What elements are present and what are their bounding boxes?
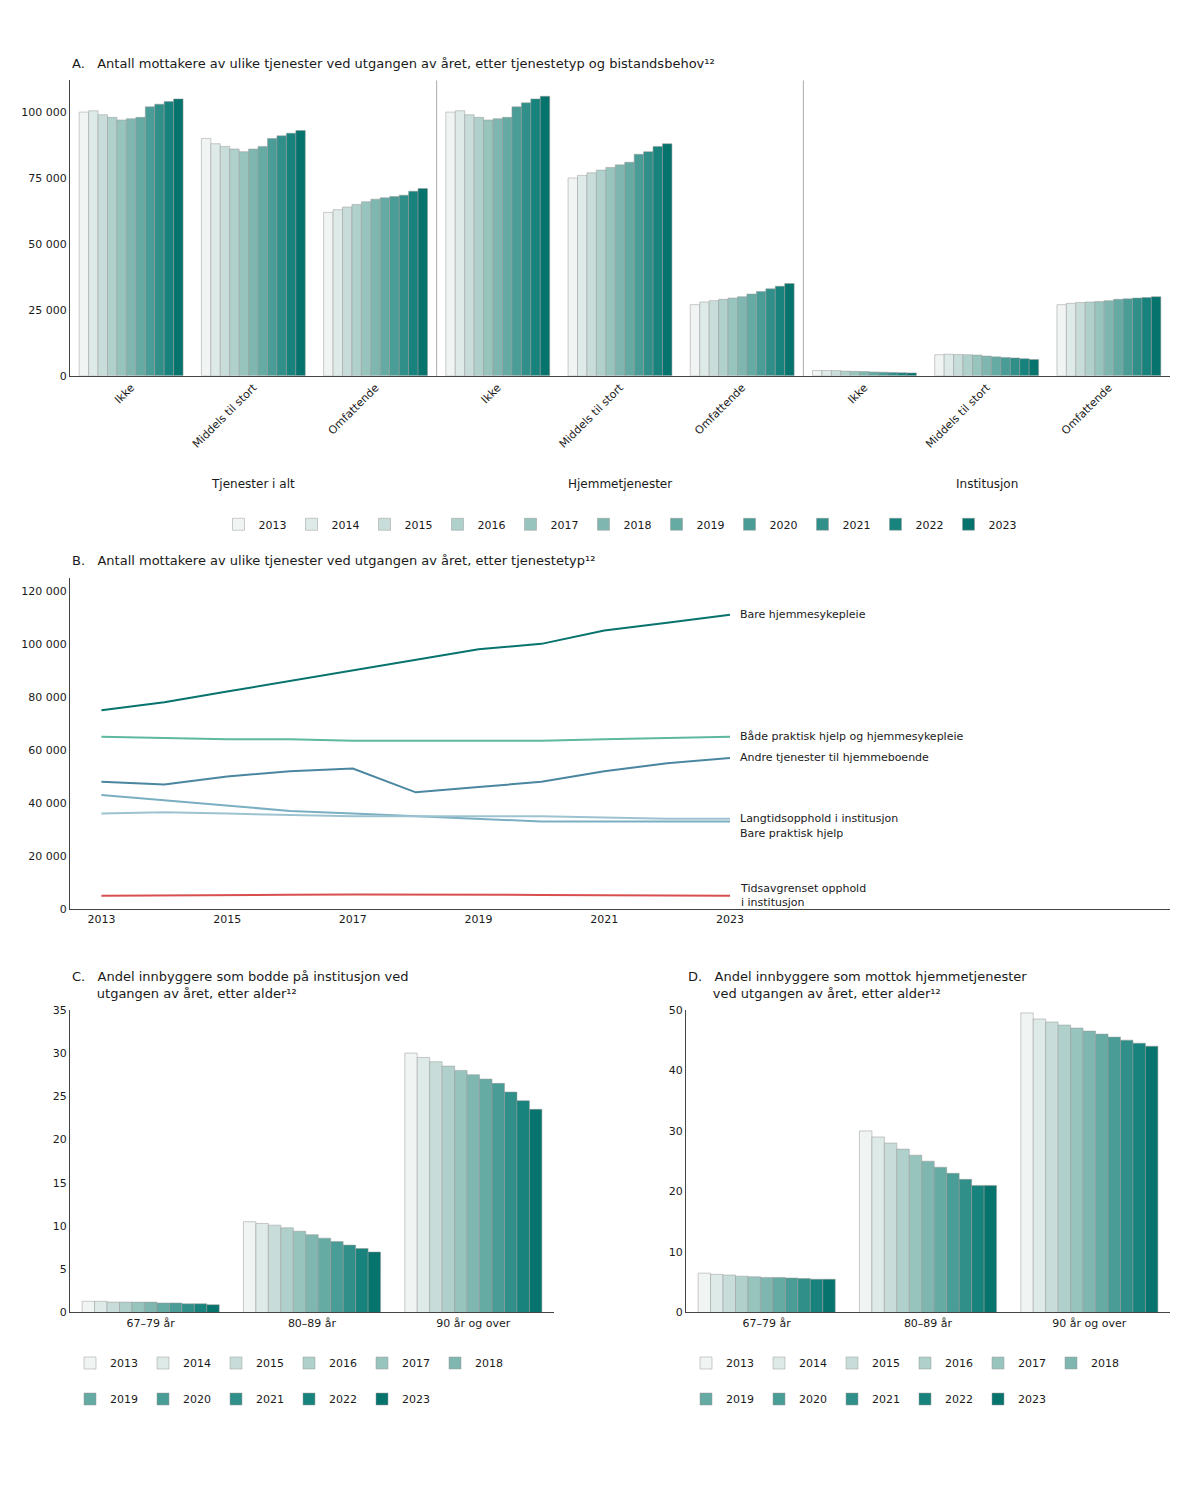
svg-text:25: 25	[53, 1090, 67, 1103]
svg-text:Institusjon: Institusjon	[956, 477, 1018, 491]
svg-text:5: 5	[60, 1263, 67, 1276]
svg-text:2023: 2023	[402, 1393, 430, 1406]
svg-text:2014: 2014	[799, 1357, 827, 1370]
svg-text:2013: 2013	[87, 913, 115, 926]
svg-text:2023: 2023	[989, 519, 1017, 532]
svg-text:2022: 2022	[329, 1393, 357, 1406]
svg-text:120 000: 120 000	[21, 585, 67, 598]
svg-text:75 000: 75 000	[28, 172, 67, 185]
svg-text:2019: 2019	[726, 1393, 754, 1406]
svg-text:2016: 2016	[478, 519, 506, 532]
svg-text:A. Antall mottakere av ulike: A. Antall mottakere av ulike tjenester v…	[72, 56, 715, 71]
svg-text:50: 50	[669, 1004, 683, 1017]
svg-text:30: 30	[53, 1047, 67, 1060]
svg-text:Ikke: Ikke	[845, 381, 870, 406]
svg-text:80–89 år: 80–89 år	[288, 1317, 337, 1330]
svg-text:2016: 2016	[329, 1357, 357, 1370]
svg-text:Omfattende: Omfattende	[692, 381, 748, 437]
svg-text:2015: 2015	[256, 1357, 284, 1370]
svg-text:2017: 2017	[402, 1357, 430, 1370]
svg-text:2015: 2015	[213, 913, 241, 926]
svg-text:2018: 2018	[1091, 1357, 1119, 1370]
svg-text:2022: 2022	[945, 1393, 973, 1406]
svg-text:D. Andel innbyggere som mott: D. Andel innbyggere som mottok hjemmetje…	[688, 969, 1027, 1001]
svg-text:2018: 2018	[475, 1357, 503, 1370]
svg-text:25 000: 25 000	[28, 304, 67, 317]
svg-text:2017: 2017	[1018, 1357, 1046, 1370]
svg-text:10: 10	[669, 1246, 683, 1259]
svg-text:90 år og over: 90 år og over	[436, 1317, 510, 1330]
svg-text:80 000: 80 000	[28, 691, 67, 704]
svg-text:2020: 2020	[183, 1393, 211, 1406]
svg-text:Både praktisk hjelp og hjemmes: Både praktisk hjelp og hjemmesykepleie	[740, 730, 963, 743]
svg-text:2014: 2014	[183, 1357, 211, 1370]
svg-text:80–89 år: 80–89 år	[904, 1317, 953, 1330]
svg-text:2021: 2021	[590, 913, 618, 926]
svg-text:2017: 2017	[551, 519, 579, 532]
svg-text:2013: 2013	[110, 1357, 138, 1370]
svg-text:60 000: 60 000	[28, 744, 67, 757]
svg-text:0: 0	[60, 903, 67, 916]
svg-text:Andre tjenester til hjemmeboen: Andre tjenester til hjemmeboende	[740, 751, 929, 764]
svg-text:67–79 år: 67–79 år	[743, 1317, 792, 1330]
svg-text:100 000: 100 000	[21, 106, 67, 119]
svg-text:0: 0	[676, 1306, 683, 1319]
svg-text:2019: 2019	[465, 913, 493, 926]
svg-text:2020: 2020	[770, 519, 798, 532]
svg-text:67–79 år: 67–79 år	[127, 1317, 176, 1330]
svg-text:Langtidsopphold i institusjon: Langtidsopphold i institusjon	[740, 812, 898, 825]
svg-text:Omfattende: Omfattende	[1059, 381, 1115, 437]
svg-text:2017: 2017	[339, 913, 367, 926]
svg-text:40 000: 40 000	[28, 797, 67, 810]
svg-text:50 000: 50 000	[28, 238, 67, 251]
svg-text:C. Andel innbyggere som bodd: C. Andel innbyggere som bodde på institu…	[72, 969, 409, 1001]
svg-text:30: 30	[669, 1125, 683, 1138]
svg-text:Hjemmetjenester: Hjemmetjenester	[568, 477, 672, 491]
svg-text:0: 0	[60, 1306, 67, 1319]
svg-text:35: 35	[53, 1004, 67, 1017]
svg-text:Ikke: Ikke	[479, 381, 504, 406]
svg-text:2019: 2019	[697, 519, 725, 532]
svg-text:2021: 2021	[843, 519, 871, 532]
svg-text:90 år og over: 90 år og over	[1052, 1317, 1126, 1330]
svg-text:40: 40	[669, 1064, 683, 1077]
svg-text:2023: 2023	[1018, 1393, 1046, 1406]
svg-text:10: 10	[53, 1220, 67, 1233]
svg-text:100 000: 100 000	[21, 638, 67, 651]
svg-text:Middels til stort: Middels til stort	[923, 381, 993, 451]
svg-text:20: 20	[53, 1133, 67, 1146]
svg-text:0: 0	[60, 370, 67, 383]
svg-text:Bare praktisk hjelp: Bare praktisk hjelp	[740, 827, 843, 840]
svg-text:2019: 2019	[110, 1393, 138, 1406]
svg-text:2021: 2021	[872, 1393, 900, 1406]
svg-text:2023: 2023	[716, 913, 744, 926]
svg-text:2018: 2018	[624, 519, 652, 532]
svg-text:20: 20	[669, 1185, 683, 1198]
svg-text:Tjenester i alt: Tjenester i alt	[211, 477, 295, 491]
svg-text:2013: 2013	[726, 1357, 754, 1370]
svg-text:Omfattende: Omfattende	[326, 381, 382, 437]
svg-text:2013: 2013	[259, 519, 287, 532]
svg-text:2015: 2015	[405, 519, 433, 532]
svg-text:2016: 2016	[945, 1357, 973, 1370]
svg-text:2022: 2022	[916, 519, 944, 532]
svg-text:20 000: 20 000	[28, 850, 67, 863]
svg-text:Ikke: Ikke	[112, 381, 137, 406]
svg-text:Middels til stort: Middels til stort	[557, 381, 627, 451]
svg-text:B. Antall mottakere av ulike: B. Antall mottakere av ulike tjenester v…	[72, 553, 595, 568]
svg-text:2014: 2014	[332, 519, 360, 532]
svg-text:Bare hjemmesykepleie: Bare hjemmesykepleie	[740, 608, 866, 621]
svg-text:Middels til stort: Middels til stort	[190, 381, 260, 451]
svg-text:15: 15	[53, 1177, 67, 1190]
svg-text:2020: 2020	[799, 1393, 827, 1406]
svg-text:2021: 2021	[256, 1393, 284, 1406]
svg-text:Tidsavgrenset oppholdi institu: Tidsavgrenset oppholdi institusjon	[740, 882, 866, 909]
svg-text:2015: 2015	[872, 1357, 900, 1370]
